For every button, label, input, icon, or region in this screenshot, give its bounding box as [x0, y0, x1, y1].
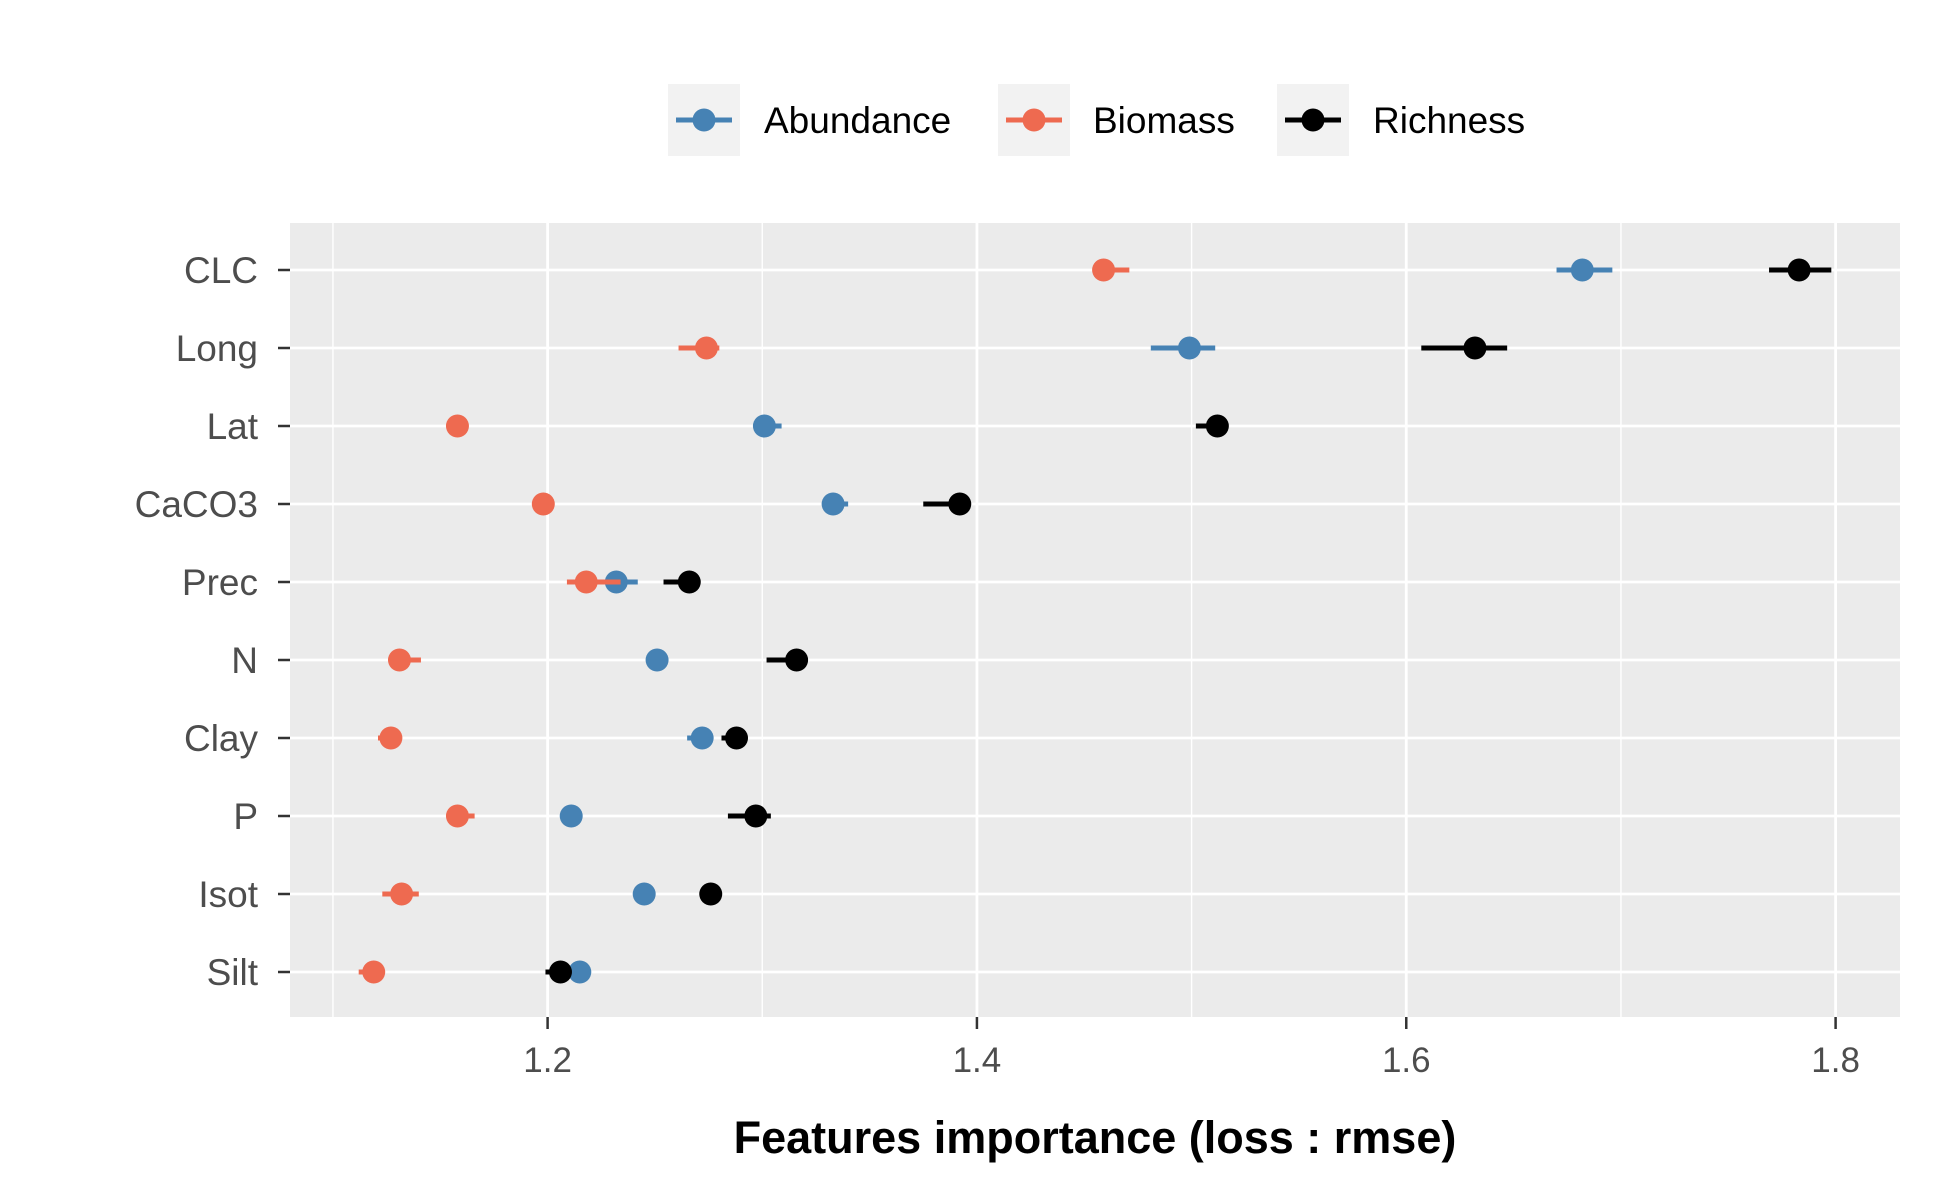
- data-point: [387, 648, 411, 672]
- y-tick-label: P: [233, 796, 258, 837]
- data-point: [948, 492, 972, 516]
- data-point: [677, 570, 701, 594]
- data-point: [531, 492, 555, 516]
- x-tick-label: 1.6: [1382, 1041, 1431, 1080]
- data-point: [744, 804, 768, 828]
- y-tick-label: CLC: [184, 250, 258, 291]
- data-point: [1205, 414, 1229, 438]
- y-tick-label: N: [231, 640, 258, 681]
- data-point: [568, 960, 592, 984]
- data-point: [1092, 258, 1116, 282]
- data-marks: [358, 258, 1832, 984]
- y-tick-label: Isot: [198, 874, 258, 915]
- y-tick-label: Silt: [207, 952, 259, 993]
- data-point: [645, 648, 669, 672]
- legend-label: Biomass: [1093, 100, 1235, 141]
- legend-key-point: [1022, 108, 1046, 132]
- y-tick-label: Clay: [184, 718, 259, 759]
- series-richness: [545, 258, 1832, 984]
- data-point: [725, 726, 749, 750]
- series-abundance: [559, 258, 1613, 984]
- series-biomass: [358, 258, 1130, 984]
- data-point: [1177, 336, 1201, 360]
- data-point: [699, 882, 723, 906]
- legend: Abundance Biomass Richness: [668, 84, 1525, 156]
- data-point: [445, 804, 469, 828]
- data-point: [362, 960, 386, 984]
- legend-item-abundance: Abundance: [668, 84, 951, 156]
- data-point: [752, 414, 776, 438]
- data-point: [445, 414, 469, 438]
- data-point: [574, 570, 598, 594]
- grid-lines: [290, 223, 1900, 1017]
- legend-label: Richness: [1373, 100, 1525, 141]
- data-point: [1787, 258, 1811, 282]
- x-axis: 1.2 1.4 1.6 1.8: [523, 1017, 1860, 1080]
- legend-key-point: [1301, 108, 1325, 132]
- data-point: [632, 882, 656, 906]
- data-point: [821, 492, 845, 516]
- y-tick-label: Prec: [182, 562, 258, 603]
- data-point: [390, 882, 414, 906]
- legend-key-point: [692, 108, 716, 132]
- legend-label: Abundance: [764, 100, 951, 141]
- y-tick-label: Lat: [207, 406, 259, 447]
- data-point: [548, 960, 572, 984]
- y-tick-label: CaCO3: [135, 484, 258, 525]
- data-point: [1463, 336, 1487, 360]
- legend-item-richness: Richness: [1277, 84, 1525, 156]
- y-tick-label: Long: [176, 328, 258, 369]
- x-tick-label: 1.4: [953, 1041, 1002, 1080]
- data-point: [694, 336, 718, 360]
- legend-item-biomass: Biomass: [998, 84, 1235, 156]
- plot-panel: [290, 223, 1900, 1017]
- y-axis: CLC Long Lat CaCO3 Prec N Clay P Isot Silt: [135, 250, 290, 993]
- data-point: [785, 648, 809, 672]
- x-axis-title: Features importance (loss : rmse): [734, 1112, 1457, 1163]
- x-tick-label: 1.2: [523, 1041, 572, 1080]
- data-point: [1570, 258, 1594, 282]
- data-point: [690, 726, 714, 750]
- data-point: [559, 804, 583, 828]
- x-tick-label: 1.8: [1811, 1041, 1860, 1080]
- data-point: [379, 726, 403, 750]
